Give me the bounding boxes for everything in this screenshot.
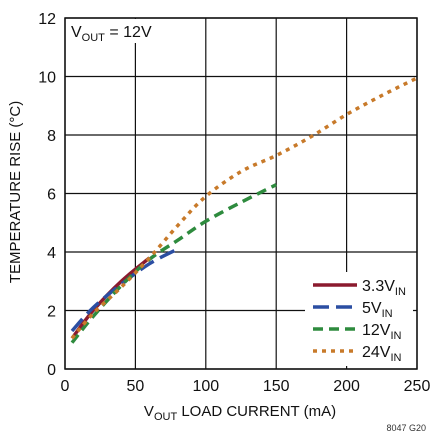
legend-label-1: 5VIN [362,300,393,320]
legend-label-2: 12VIN [362,322,402,342]
y-tick-label-0: 0 [47,362,56,379]
x-tick-label-3: 150 [263,378,290,395]
x-tick-label-0: 0 [61,378,70,395]
y-tick-label-4: 8 [47,128,56,145]
figure-id: 8047 G20 [386,423,426,433]
series-line-3 [70,76,418,340]
annotation-box [67,19,163,43]
plot-frame [64,17,418,370]
legend-label-3: 24VIN [362,344,402,364]
y-tick-label-2: 4 [47,245,56,262]
series-line-2 [70,183,277,344]
vout-annotation-post: = 12V [105,24,152,41]
x-axis-label-pre: V [144,403,154,420]
y-tick-label-1: 2 [47,304,56,321]
vout-annotation-sub: OUT [82,32,106,44]
x-axis-label-post: LOAD CURRENT (mA) [177,403,336,420]
y-axis-label: TEMPERATURE RISE (°C) [7,101,24,283]
vout-annotation: VOUT = 12V [71,24,152,44]
x-tick-labels: 0 50 100 150 200 250 [61,378,430,395]
x-tick-label-2: 100 [192,378,219,395]
y-tick-label-3: 6 [47,187,56,204]
y-tick-label-6: 12 [38,11,56,28]
x-axis-label: VOUT LOAD CURRENT (mA) [144,403,336,423]
y-tick-labels: 0 2 4 6 8 10 12 [38,11,56,379]
legend-label-0: 3.3VIN [362,278,406,298]
x-tick-label-5: 250 [404,378,430,395]
series-lines [70,76,418,344]
x-tick-label-1: 50 [127,378,145,395]
vout-annotation-pre: V [71,24,82,41]
x-tick-label-4: 200 [333,378,360,395]
y-tick-label-5: 10 [38,70,56,87]
x-axis-label-sub: OUT [154,411,178,423]
